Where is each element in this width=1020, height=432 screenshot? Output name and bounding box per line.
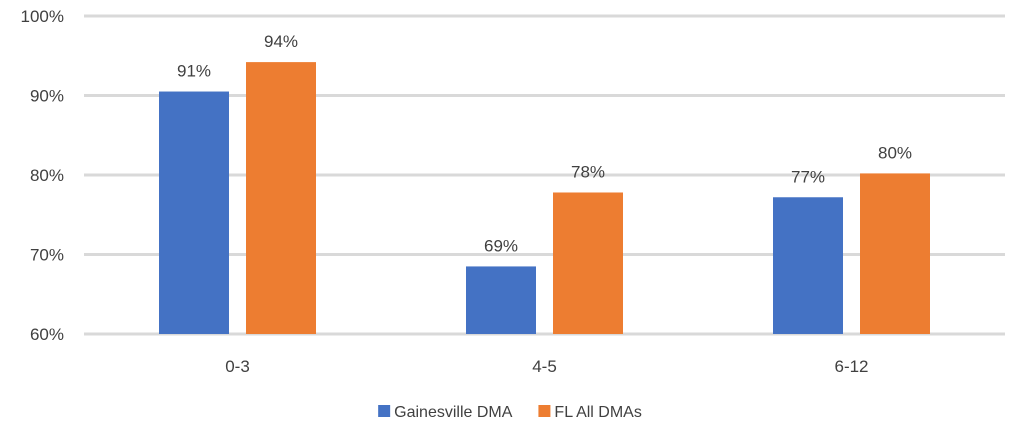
bar-fl-all-dmas-0-3 [246,62,316,335]
data-label: 94% [264,32,298,51]
y-tick-label: 70% [30,246,64,265]
data-label: 77% [791,167,825,186]
y-tick-label: 80% [30,166,64,185]
gridlines [84,14,1005,336]
x-tick-label: 6-12 [834,357,868,376]
data-labels: 91% 94% 69% 78% 77% 80% [177,32,912,255]
legend-label: FL All DMAs [554,404,641,421]
data-label: 91% [177,62,211,81]
legend: Gainesville DMA FL All DMAs [378,404,642,421]
bar-gainesville-dma-6-12 [773,197,843,334]
y-tick-label: 100% [21,7,64,26]
bar-fl-all-dmas-4-5 [553,192,623,334]
data-label: 78% [571,162,605,181]
y-axis: 60% 70% 80% 90% 100% [21,7,64,344]
bars [159,62,930,335]
bar-fl-all-dmas-6-12 [860,173,930,334]
x-tick-label: 0-3 [225,357,250,376]
legend-label: Gainesville DMA [394,404,513,421]
x-tick-label: 4-5 [532,357,557,376]
legend-item: FL All DMAs [538,404,642,421]
bar-gainesville-dma-0-3 [159,91,229,335]
legend-swatch [538,405,551,417]
x-axis: 0-3 4-5 6-12 [225,357,868,376]
data-label: 69% [484,236,518,255]
legend-item: Gainesville DMA [378,404,513,421]
bar-gainesville-dma-4-5 [466,266,536,334]
y-tick-label: 90% [30,87,64,106]
legend-swatch [378,405,391,417]
data-label: 80% [878,143,912,162]
y-tick-label: 60% [30,325,64,344]
